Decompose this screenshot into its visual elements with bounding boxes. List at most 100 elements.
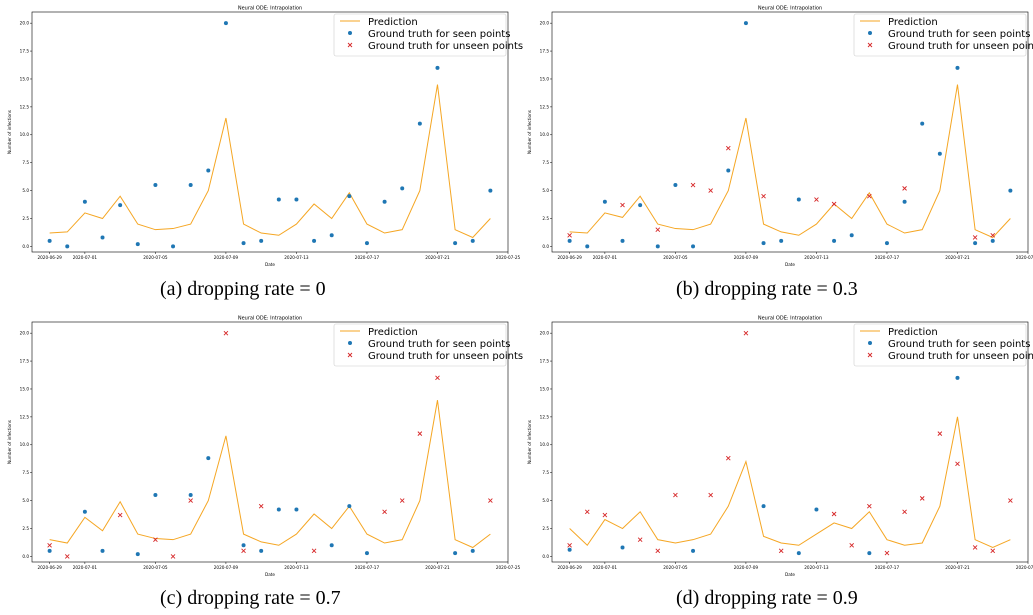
y-tick-label: 7.5 (22, 470, 29, 475)
x-tick-label: 2020-07-01 (73, 565, 98, 570)
unseen-point (47, 542, 52, 548)
seen-point (955, 65, 960, 70)
unseen-point (637, 537, 643, 542)
unseen-point (382, 509, 387, 515)
unseen-point (223, 330, 229, 336)
unseen-point (567, 232, 572, 238)
y-tick-label: 7.5 (542, 470, 549, 475)
legend-entry: Prediction (368, 17, 418, 28)
unseen-point (64, 554, 70, 559)
seen-point (276, 197, 281, 202)
unseen-point (399, 498, 405, 503)
legend-entry: Prediction (888, 327, 938, 338)
legend-unseen-swatch (347, 352, 353, 358)
y-tick-label: 15.0 (540, 386, 550, 391)
caption-c: (c) dropping rate = 0.7 (160, 587, 341, 609)
legend-seen-swatch (868, 31, 872, 35)
y-tick-label: 10.0 (20, 132, 30, 137)
unseen-point (990, 548, 996, 554)
y-tick-label: 5.0 (22, 498, 29, 503)
unseen-point (725, 455, 731, 461)
unseen-point (919, 496, 925, 501)
seen-point (82, 509, 87, 514)
legend-box (333, 13, 507, 57)
chart-b-svg: Neural ODE: Intrapolation 0.0 2.5 5.0 7.5 10.… (527, 6, 1033, 268)
legend-entry: Ground truth for seen points (368, 339, 510, 350)
x-tick-label: 2020-07-25 (1016, 565, 1033, 570)
x-tick-label: 2020-07-13 (804, 565, 829, 570)
legend-box (853, 323, 1027, 367)
y-tick-label: 15.0 (540, 76, 550, 81)
x-tick-label: 2020-07-17 (355, 255, 380, 260)
unseen-point (972, 235, 978, 240)
unseen-point (690, 182, 696, 188)
seen-point (400, 186, 405, 191)
x-tick-label: 2020-07-21 (425, 565, 450, 570)
seen-point (470, 238, 475, 243)
x-tick-label: 2020-06-29 (37, 255, 62, 260)
y-tick-label: 2.5 (22, 216, 29, 221)
x-tick-label: 2020-07-25 (496, 255, 521, 260)
plot-frame (551, 11, 1029, 253)
unseen-point (435, 375, 440, 381)
legend-box (853, 13, 1027, 57)
x-tick-label: 2020-07-21 (945, 255, 970, 260)
legend-seen-swatch (868, 341, 872, 345)
x-tick-label: 2020-07-09 (734, 565, 759, 570)
x-tick-label: 2020-07-21 (425, 255, 450, 260)
y-tick-label: 12.5 (540, 104, 550, 109)
seen-point (488, 188, 493, 193)
y-tick-label: 12.5 (20, 414, 30, 419)
unseen-point (849, 542, 855, 548)
seen-point (241, 241, 246, 246)
unseen-point (778, 548, 784, 554)
seen-point (188, 493, 193, 498)
seen-point (223, 21, 228, 26)
seen-point (347, 504, 352, 509)
y-tick-label: 2.5 (542, 216, 549, 221)
seen-point (814, 507, 819, 512)
y-tick-label: 5.0 (542, 188, 549, 193)
seen-point (364, 241, 369, 246)
y-tick-label: 17.5 (540, 358, 550, 363)
plot-frame (31, 321, 509, 563)
y-tick-label: 20.0 (540, 21, 550, 26)
legend-entry: Ground truth for seen points (368, 29, 510, 40)
x-tick-label: 2020-07-05 (663, 565, 688, 570)
x-tick-label: 2020-07-17 (875, 565, 900, 570)
unseen-point (902, 186, 907, 191)
seen-point (470, 548, 475, 553)
seen-point (832, 238, 837, 243)
y-axis-label: Number of infections (527, 110, 532, 154)
seen-point (585, 244, 590, 249)
seen-point (47, 238, 52, 243)
seen-point (620, 545, 625, 550)
seen-point (638, 203, 643, 208)
seen-point (955, 375, 960, 380)
legend-seen-swatch (348, 341, 352, 345)
unseen-point (743, 330, 749, 336)
plot-frame (31, 11, 509, 253)
y-tick-label: 0.0 (542, 554, 549, 559)
seen-point (973, 241, 978, 246)
unseen-point (831, 201, 837, 207)
seen-point (206, 456, 211, 461)
seen-point (849, 233, 854, 238)
unseen-point (567, 542, 572, 548)
x-tick-label: 2020-06-29 (37, 565, 62, 570)
seen-point (761, 241, 766, 246)
chart-a-svg: Neural ODE: Intrapolation 0.0 2.5 5.0 7.5 10.… (7, 6, 523, 268)
seen-point (100, 235, 105, 240)
x-tick-label: 2020-07-09 (214, 565, 239, 570)
seen-point (655, 244, 660, 249)
seen-point (453, 551, 458, 556)
legend-entry: Ground truth for unseen points (888, 41, 1033, 52)
seen-point (135, 552, 140, 557)
y-tick-label: 10.0 (540, 132, 550, 137)
seen-point (567, 238, 572, 243)
legend-entry: Ground truth for seen points (888, 339, 1030, 350)
x-tick-label: 2020-07-17 (355, 565, 380, 570)
seen-point (312, 238, 317, 243)
x-tick-label: 2020-07-05 (143, 565, 168, 570)
chart-c-svg: Neural ODE: Intrapolation 0.0 2.5 5.0 7.5 10.… (7, 316, 523, 578)
